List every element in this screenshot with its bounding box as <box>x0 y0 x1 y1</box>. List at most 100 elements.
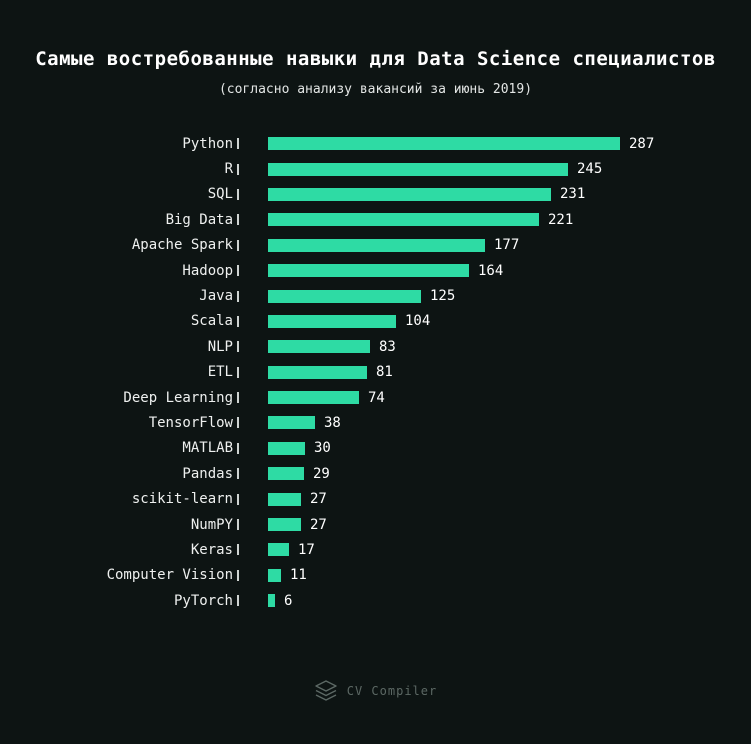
bar-row: Computer Vision 11 <box>0 563 751 588</box>
bar-row: MATLAB 30 <box>0 436 751 461</box>
value-label: 231 <box>560 186 586 203</box>
bar-chart: Python 287 R 245 SQL 231 Big Data 221 Ap… <box>0 131 751 613</box>
bar-row: Python 287 <box>0 131 751 156</box>
bar-row: NLP 83 <box>0 334 751 359</box>
bar <box>268 568 281 582</box>
axis-tick <box>237 341 239 353</box>
value-label: 164 <box>478 262 504 279</box>
bar <box>268 213 539 227</box>
bar <box>268 391 359 405</box>
axis-tick <box>237 569 239 581</box>
bar-row: Deep Learning 74 <box>0 385 751 410</box>
category-label: Big Data <box>165 211 233 228</box>
bar <box>268 137 620 151</box>
bar <box>268 416 315 430</box>
category-label: PyTorch <box>173 592 233 609</box>
category-label: Pandas <box>182 465 233 482</box>
category-label: MATLAB <box>182 440 233 457</box>
bar-area: 104 <box>268 313 751 329</box>
value-label: 83 <box>379 338 396 355</box>
axis-tick <box>237 315 239 327</box>
category-label: Apache Spark <box>131 237 233 254</box>
bar-row: scikit-learn 27 <box>0 486 751 511</box>
value-label: 29 <box>313 465 330 482</box>
value-label: 287 <box>629 135 655 152</box>
axis-tick <box>237 163 239 175</box>
axis-tick <box>237 442 239 454</box>
category-label: Java <box>199 288 233 305</box>
axis-tick <box>237 290 239 302</box>
bar <box>268 594 275 608</box>
bar-area: 245 <box>268 161 751 177</box>
bar <box>268 492 301 506</box>
bar <box>268 187 551 201</box>
bar-row: SQL 231 <box>0 182 751 207</box>
value-label: 125 <box>430 288 456 305</box>
value-label: 74 <box>368 389 385 406</box>
value-label: 245 <box>577 161 603 178</box>
category-label: Scala <box>190 313 233 330</box>
bar-row: Pandas 29 <box>0 461 751 486</box>
bar-area: 287 <box>268 136 751 152</box>
bar-row: Apache Spark 177 <box>0 233 751 258</box>
bar-area: 231 <box>268 186 751 202</box>
axis-tick <box>237 188 239 200</box>
bar-row: TensorFlow 38 <box>0 410 751 435</box>
bar <box>268 238 485 252</box>
axis-tick <box>237 544 239 556</box>
axis-tick <box>237 595 239 607</box>
axis-tick <box>237 392 239 404</box>
value-label: 81 <box>376 364 393 381</box>
bar-area: 27 <box>268 491 751 507</box>
category-label: scikit-learn <box>131 491 233 508</box>
bar <box>268 314 396 328</box>
axis-tick <box>237 239 239 251</box>
bar <box>268 289 421 303</box>
bar-row: ETL 81 <box>0 360 751 385</box>
bar-area: 30 <box>268 440 751 456</box>
bar-row: Keras 17 <box>0 537 751 562</box>
category-label: Deep Learning <box>123 389 233 406</box>
axis-tick <box>237 468 239 480</box>
bar-area: 17 <box>268 542 751 558</box>
value-label: 6 <box>284 592 293 609</box>
bar-area: 177 <box>268 237 751 253</box>
bar <box>268 264 469 278</box>
value-label: 104 <box>405 313 431 330</box>
value-label: 177 <box>494 237 520 254</box>
bar-area: 83 <box>268 339 751 355</box>
bar-area: 29 <box>268 466 751 482</box>
category-label: Python <box>182 135 233 152</box>
bar <box>268 162 568 176</box>
category-label: NLP <box>207 338 233 355</box>
axis-tick <box>237 493 239 505</box>
bar-row: Java 125 <box>0 283 751 308</box>
bar-area: 125 <box>268 288 751 304</box>
axis-tick <box>237 417 239 429</box>
bar-area: 6 <box>268 593 751 609</box>
bar-row: R 245 <box>0 156 751 181</box>
bar <box>268 340 370 354</box>
axis-tick <box>237 366 239 378</box>
category-label: SQL <box>207 186 233 203</box>
axis-tick <box>237 138 239 150</box>
category-label: ETL <box>207 364 233 381</box>
axis-tick <box>237 265 239 277</box>
bar-row: Hadoop 164 <box>0 258 751 283</box>
category-label: NumPY <box>190 516 233 533</box>
footer: CV Compiler <box>0 680 751 702</box>
chart-subtitle: (согласно анализу вакансий за июнь 2019) <box>218 82 533 97</box>
bar-row: NumPY 27 <box>0 512 751 537</box>
value-label: 27 <box>310 516 327 533</box>
bar-area: 81 <box>268 364 751 380</box>
chart-title: Самые востребованные навыки для Data Sci… <box>35 48 716 70</box>
category-label: R <box>224 161 233 178</box>
value-label: 221 <box>548 211 574 228</box>
bar <box>268 543 289 557</box>
layers-stack-icon <box>314 680 338 702</box>
category-label: Keras <box>190 541 233 558</box>
category-label: TensorFlow <box>148 414 233 431</box>
bar-area: 221 <box>268 212 751 228</box>
brand-name: CV Compiler <box>346 684 438 698</box>
